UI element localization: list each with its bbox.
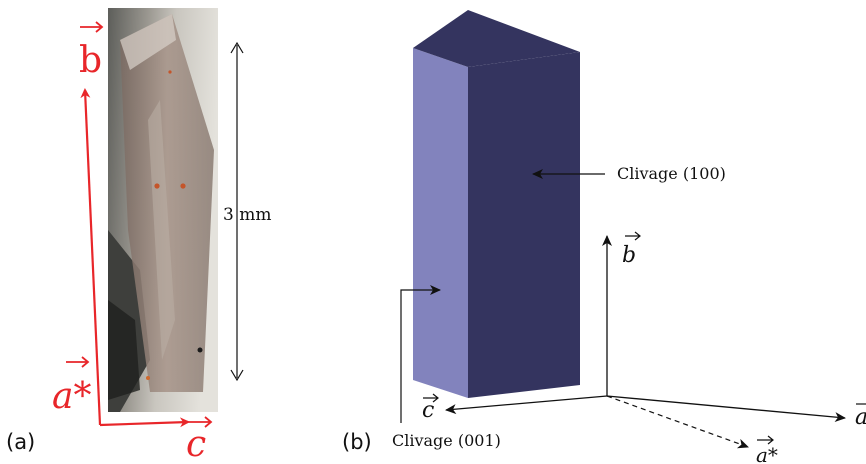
c-axis-label: c: [186, 424, 206, 464]
a-vector-label: a: [855, 405, 866, 430]
a-star-axis-label: a*: [52, 376, 91, 417]
c-vector-arrow: [445, 395, 608, 415]
cleavage-001-callout: Clivage (001): [392, 285, 501, 450]
prism-face-001: [413, 48, 468, 398]
cleavage-100-label: Clivage (100): [617, 164, 726, 183]
photo-axes: b a* c: [52, 21, 213, 464]
cleavage-001-label: Clivage (001): [392, 431, 501, 450]
panel-b-label: (b): [342, 430, 372, 454]
crystal-photo: [108, 8, 218, 412]
prism-face-100: [468, 52, 580, 398]
prism-top-face: [413, 10, 580, 67]
scale-bar: 3 mm: [223, 41, 271, 382]
scale-bar-label: 3 mm: [223, 205, 271, 225]
c-axis-arrow: [99, 417, 190, 428]
cleavage-100-callout: Clivage (100): [532, 164, 726, 183]
prism-axes: b c a a*: [422, 231, 866, 464]
crystal-prism: [413, 10, 580, 398]
a-star-vector-label: a*: [756, 443, 778, 464]
a-star-vector-arrow: [606, 395, 749, 449]
b-vector-label: b: [622, 243, 636, 268]
panel-a-label: (a): [6, 430, 36, 454]
a-vector-arrow: [606, 395, 846, 423]
c-vector-label: c: [422, 398, 434, 423]
b-axis-label: b: [79, 40, 102, 81]
b-axis-arrow: [80, 88, 102, 426]
